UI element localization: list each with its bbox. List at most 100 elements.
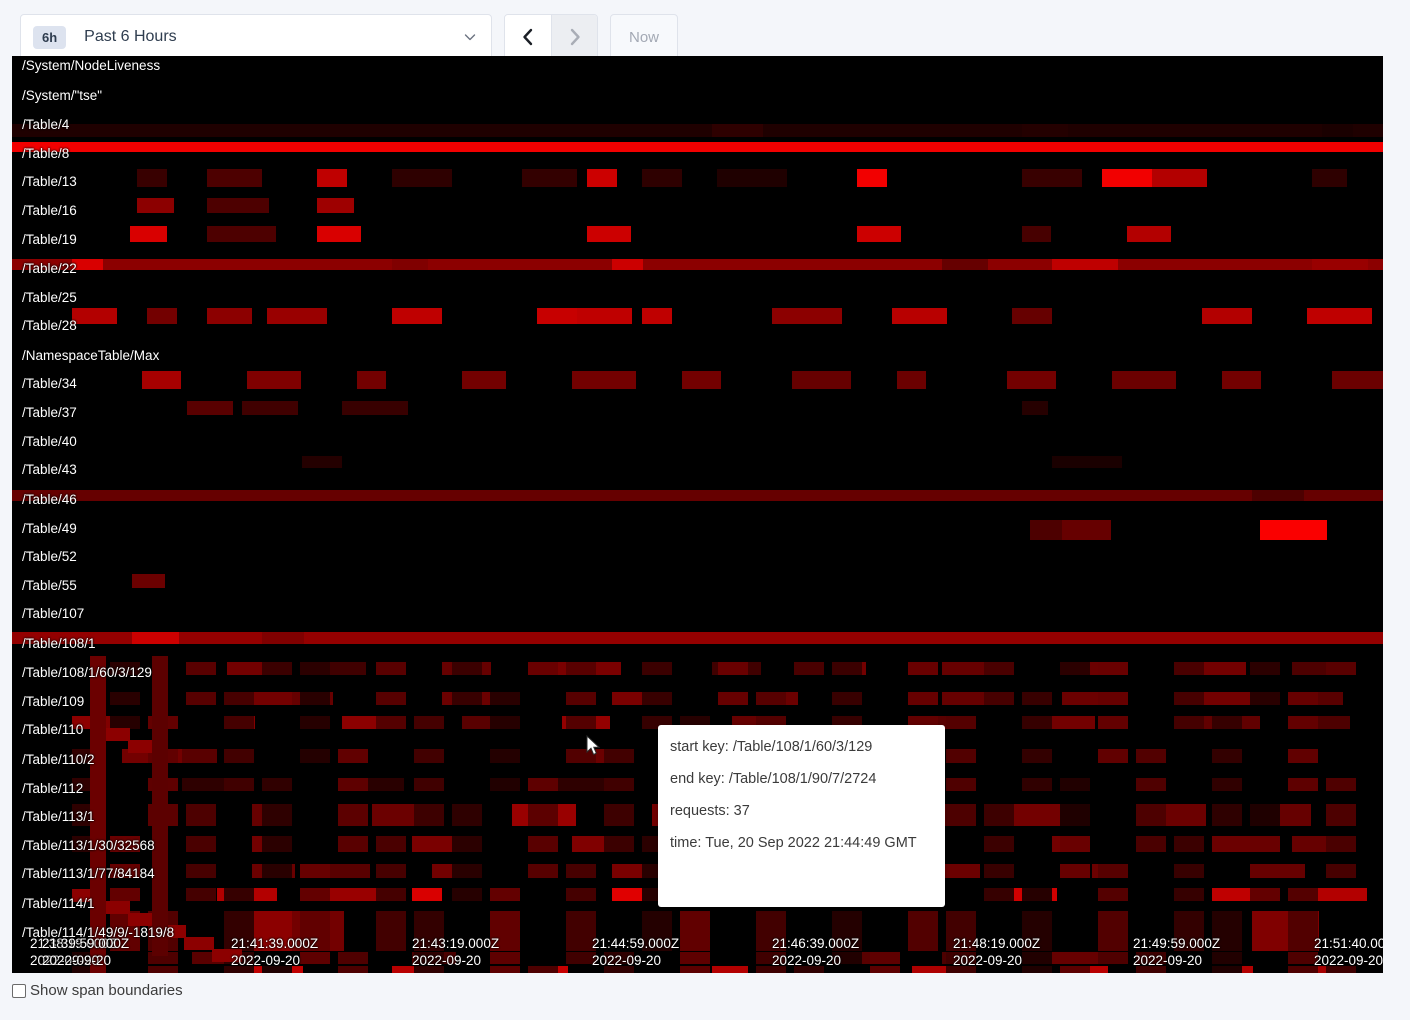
heatmap-cell[interactable] [1060, 864, 1090, 878]
heatmap-cell[interactable] [832, 692, 862, 705]
heatmap-cell[interactable] [186, 662, 216, 675]
heatmap-cell[interactable] [908, 911, 938, 951]
heatmap-cell[interactable] [1022, 401, 1048, 415]
heatmap-cell[interactable] [1212, 778, 1242, 791]
heatmap-cell[interactable] [680, 952, 710, 964]
heatmap-cell[interactable] [1260, 520, 1327, 540]
heatmap-cell[interactable] [1136, 804, 1166, 826]
heatmap-cell[interactable] [137, 198, 174, 213]
heatmap-cell[interactable] [1288, 888, 1318, 901]
heatmap-cell[interactable] [128, 740, 158, 753]
heatmap-cell[interactable] [1052, 456, 1122, 468]
heatmap-cell[interactable] [1202, 692, 1253, 705]
heatmap-cell[interactable] [642, 692, 672, 705]
heatmap-cell[interactable] [452, 864, 482, 878]
heatmap-cell[interactable] [1022, 911, 1052, 951]
previous-range-button[interactable] [505, 15, 551, 59]
heatmap-cell[interactable] [756, 692, 786, 705]
heatmap-cell[interactable] [984, 662, 1014, 675]
time-range-select[interactable]: 6h Past 6 Hours [20, 14, 492, 60]
heatmap-band[interactable] [12, 490, 1383, 501]
heatmap-cell[interactable] [794, 662, 824, 675]
heatmap-cell[interactable] [490, 749, 520, 763]
heatmap-cell[interactable] [1292, 836, 1333, 852]
heatmap-cell[interactable] [946, 966, 976, 973]
heatmap-cell[interactable] [1022, 778, 1052, 791]
heatmap-cell[interactable] [1098, 692, 1128, 705]
heatmap-cell[interactable] [414, 716, 444, 729]
heatmap-cell[interactable] [462, 371, 506, 389]
heatmap-cell[interactable] [756, 966, 786, 973]
heatmap-cell[interactable] [392, 169, 452, 187]
heatmap-cell[interactable] [338, 804, 368, 826]
heatmap-cell[interactable] [338, 952, 368, 964]
heatmap-cell[interactable] [946, 804, 976, 826]
heatmap-cell[interactable] [392, 259, 428, 270]
heatmap-cell[interactable] [152, 656, 168, 956]
heatmap-cell[interactable] [186, 804, 216, 826]
heatmap-cell[interactable] [186, 836, 216, 852]
heatmap-cell[interactable] [1288, 749, 1318, 763]
heatmap-cell[interactable] [1022, 749, 1052, 763]
heatmap-cell[interactable] [207, 169, 262, 187]
heatmap-cell[interactable] [72, 259, 103, 270]
heatmap-cell[interactable] [912, 966, 968, 973]
heatmap-cell[interactable] [1072, 966, 1108, 973]
heatmap-cell[interactable] [642, 662, 672, 675]
heatmap-cell[interactable] [414, 804, 444, 826]
heatmap-cell[interactable] [1152, 169, 1207, 187]
heatmap-cell[interactable] [1250, 692, 1280, 705]
heatmap-cell[interactable] [72, 966, 102, 973]
heatmap-cell[interactable] [1062, 520, 1111, 540]
heatmap-cell[interactable] [566, 716, 596, 729]
heatmap-cell[interactable] [1292, 662, 1336, 675]
heatmap-cell[interactable] [1022, 966, 1052, 973]
heatmap-cell[interactable] [262, 966, 292, 973]
heatmap-cell[interactable] [1326, 966, 1356, 973]
heatmap-cell[interactable] [338, 836, 368, 852]
heatmap-cell[interactable] [1007, 371, 1056, 389]
heatmap-cell[interactable] [414, 778, 444, 791]
heatmap-cell[interactable] [452, 836, 482, 852]
heatmap-cell[interactable] [317, 226, 361, 242]
heatmap-cell[interactable] [376, 888, 406, 901]
heatmap-cell[interactable] [186, 692, 216, 705]
heatmap-cell[interactable] [110, 662, 140, 675]
heatmap-cell[interactable] [1202, 662, 1246, 675]
heatmap-cell[interactable] [110, 836, 140, 852]
heatmap-cell[interactable] [1252, 490, 1304, 501]
heatmap-cell[interactable] [490, 778, 520, 791]
heatmap-cell[interactable] [1098, 662, 1128, 675]
heatmap-cell[interactable] [1098, 864, 1128, 878]
heatmap-cell[interactable] [100, 728, 130, 741]
heatmap-cell[interactable] [207, 198, 269, 213]
heatmap-cell[interactable] [642, 911, 672, 951]
heatmap-cell[interactable] [490, 692, 520, 705]
heatmap-cell[interactable] [414, 952, 444, 964]
heatmap-cell[interactable] [317, 169, 347, 187]
heatmap-cell[interactable] [452, 662, 482, 675]
heatmap-cell[interactable] [1098, 888, 1128, 901]
heatmap-cell[interactable] [90, 656, 106, 973]
heatmap-cell[interactable] [717, 169, 787, 187]
heatmap-cell[interactable] [566, 749, 596, 763]
heatmap-cell[interactable] [338, 749, 368, 763]
heatmap-cell[interactable] [452, 692, 482, 705]
heatmap-cell[interactable] [412, 888, 442, 901]
heatmap-cell[interactable] [1307, 308, 1372, 324]
heatmap-cell[interactable] [1250, 804, 1280, 826]
heatmap-cell[interactable] [1288, 952, 1318, 964]
heatmap-cell[interactable] [1250, 662, 1280, 675]
heatmap-cell[interactable] [338, 778, 368, 791]
heatmap-cell[interactable] [1174, 888, 1204, 901]
heatmap-cell[interactable] [137, 169, 167, 187]
heatmap-cell[interactable] [267, 308, 327, 324]
heatmap-cell[interactable] [946, 749, 976, 763]
heatmap-cell[interactable] [1098, 911, 1128, 951]
heatmap-cell[interactable] [247, 371, 301, 389]
heatmap-cell[interactable] [1060, 662, 1090, 675]
heatmap-canvas[interactable] [12, 56, 1383, 973]
heatmap-cell[interactable] [1250, 888, 1280, 901]
heatmap-cell[interactable] [1022, 888, 1052, 901]
heatmap-cell[interactable] [566, 911, 596, 951]
